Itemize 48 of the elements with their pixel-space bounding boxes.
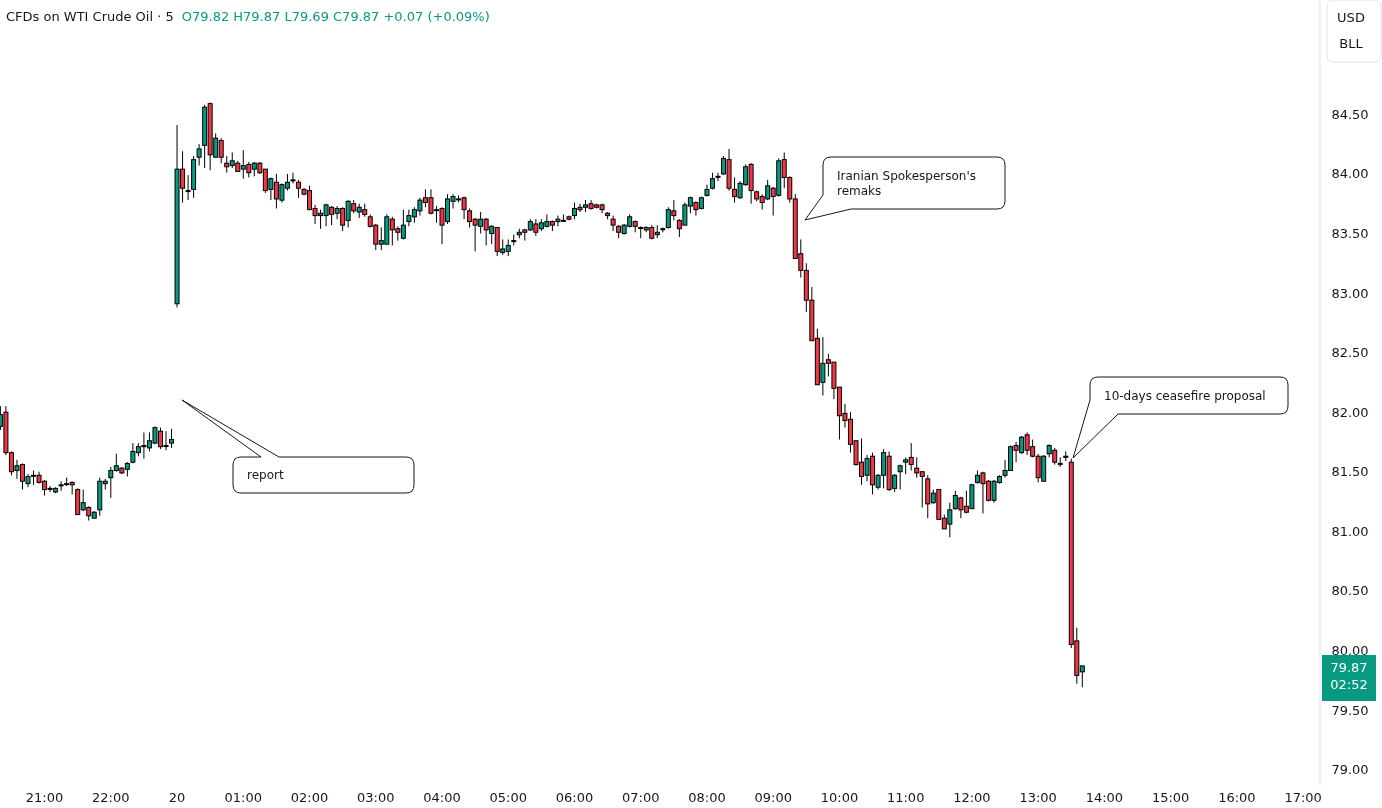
candlestick bbox=[715, 172, 721, 182]
y-tick-label: 80.00 bbox=[1331, 642, 1369, 658]
x-tick-label: 04:00 bbox=[423, 790, 461, 805]
x-tick-label: 05:00 bbox=[489, 790, 527, 805]
x-tick-label: 08:00 bbox=[688, 790, 726, 805]
y-tick-label: 83.00 bbox=[1331, 285, 1369, 301]
text: 79.87 bbox=[1330, 659, 1368, 675]
annotation: report bbox=[247, 468, 284, 483]
annotation: 10-days ceasefire proposal bbox=[1104, 388, 1266, 403]
y-tick-label: 81.50 bbox=[1331, 464, 1369, 480]
x-tick-label: 13:00 bbox=[1019, 790, 1057, 805]
candlestick bbox=[169, 428, 175, 449]
candlestick bbox=[610, 215, 616, 232]
y-tick-label: 84.50 bbox=[1331, 106, 1369, 122]
y-tick-label: 82.00 bbox=[1331, 404, 1369, 420]
candlestick bbox=[897, 464, 903, 491]
x-tick-label: 01:00 bbox=[224, 790, 263, 805]
x-tick-label: 14:00 bbox=[1085, 790, 1124, 805]
x-tick-label: 17:00 bbox=[1284, 790, 1322, 805]
x-tick-label: 03:00 bbox=[357, 790, 395, 805]
y-tick-label: 84.00 bbox=[1331, 166, 1369, 182]
text: USD bbox=[1337, 10, 1365, 25]
x-tick-label: 12:00 bbox=[953, 790, 991, 805]
y-tick-label: 79.50 bbox=[1331, 702, 1369, 718]
x-tick-label: 20 bbox=[168, 790, 186, 805]
candlestick bbox=[290, 172, 296, 184]
y-tick-label: 79.00 bbox=[1331, 762, 1369, 778]
y-tick-label: 80.50 bbox=[1331, 583, 1369, 599]
text: O79.82 H79.87 L79.69 C79.87 +0.07 (+0.09%) bbox=[181, 9, 490, 24]
text: 02:52 bbox=[1330, 676, 1368, 692]
x-tick-label: 22:00 bbox=[92, 790, 130, 805]
candlestick bbox=[196, 143, 202, 167]
x-tick-label: 07:00 bbox=[621, 790, 660, 805]
y-tick-label: 81.00 bbox=[1331, 523, 1369, 539]
x-tick-label: 09:00 bbox=[754, 790, 792, 805]
text: CFDs on WTI Crude Oil · 5 bbox=[6, 9, 174, 24]
candlestick bbox=[185, 174, 191, 201]
x-tick-label: 11:00 bbox=[886, 790, 925, 805]
x-tick-label: 16:00 bbox=[1218, 790, 1256, 805]
x-tick-label: 02:00 bbox=[290, 790, 329, 805]
y-tick-label: 83.50 bbox=[1331, 226, 1369, 242]
x-tick-label: 06:00 bbox=[555, 790, 594, 805]
text: BLL bbox=[1339, 36, 1364, 51]
annotation: Iranian Spokesperson's remaks bbox=[837, 168, 976, 198]
x-tick-label: 15:00 bbox=[1151, 790, 1190, 805]
y-tick-label: 82.50 bbox=[1331, 345, 1369, 361]
x-tick-label: 10:00 bbox=[820, 790, 859, 805]
x-tick-label: 21:00 bbox=[25, 790, 64, 805]
